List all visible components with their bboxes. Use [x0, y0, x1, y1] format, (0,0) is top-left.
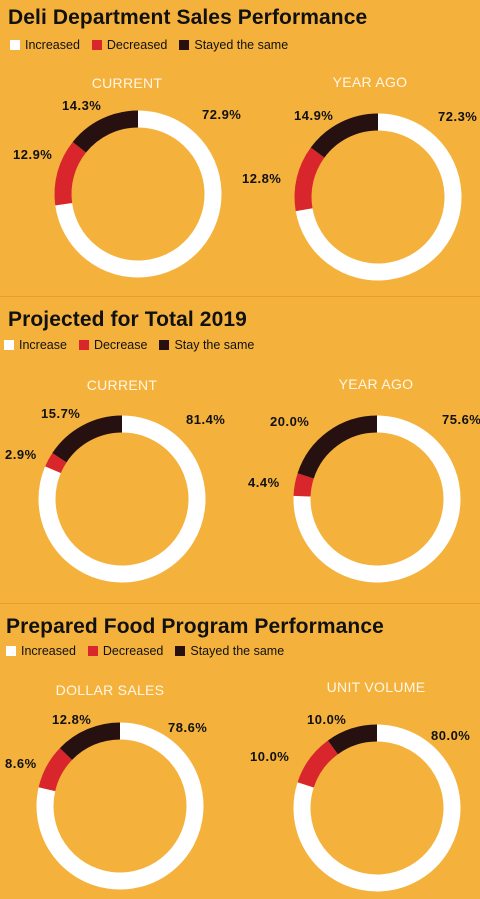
data-label-decreased: 2.9%	[5, 447, 37, 462]
donut-chart: DOLLAR SALES 78.6% 8.6% 12.8%	[5, 682, 207, 890]
data-label-decreased: 12.9%	[13, 147, 52, 162]
legend-label: Stay the same	[174, 338, 255, 352]
legend: Increase Decrease Stay the same	[4, 338, 254, 352]
section-title: Prepared Food Program Performance	[6, 615, 384, 638]
donut-segment-same	[59, 722, 121, 761]
legend-item-decreased: Decrease	[78, 338, 148, 352]
legend-swatch	[175, 646, 186, 656]
data-label-same: 14.3%	[62, 98, 101, 113]
legend-label: Increased	[21, 644, 76, 658]
section-projected-2019: Projected for Total 2019 Increase Decrea…	[0, 297, 480, 603]
legend-swatch	[10, 40, 20, 50]
donut-segment-decreased	[297, 740, 339, 788]
data-label-decreased: 12.8%	[242, 171, 281, 186]
donut-segment-increased	[55, 110, 222, 278]
legend-label: Increase	[19, 338, 67, 352]
donut-segment-decreased	[293, 473, 314, 497]
section-prepared-food: Prepared Food Program Performance Increa…	[0, 604, 480, 899]
data-label-increased: 72.3%	[438, 109, 477, 124]
donut-segment-decreased	[38, 748, 73, 792]
legend-item-same: Stay the same	[159, 338, 254, 352]
legend-swatch	[4, 340, 14, 350]
donut-segment-same	[310, 113, 379, 158]
section-title: Deli Department Sales Performance	[8, 6, 368, 29]
legend: Increased Decreased Stayed the same	[10, 38, 288, 52]
data-label-decreased: 4.4%	[248, 475, 280, 490]
donut-chart: CURRENT 81.4% 2.9% 15.7%	[5, 377, 225, 583]
legend-swatch	[91, 40, 102, 50]
donut-segment-increased	[38, 415, 206, 583]
donut-segment-increased	[295, 113, 462, 281]
data-label-decreased: 8.6%	[5, 756, 37, 771]
legend-item-increased: Increased	[6, 644, 76, 658]
chart-title: CURRENT	[87, 377, 158, 393]
section-deli-sales: Deli Department Sales Performance Increa…	[0, 0, 480, 296]
legend-label: Decrease	[93, 338, 148, 352]
data-label-increased: 72.9%	[202, 107, 241, 122]
donut-segment-same	[297, 415, 378, 479]
chart-title: UNIT VOLUME	[327, 679, 426, 695]
donut-segment-decreased	[45, 452, 67, 474]
donut-chart: CURRENT 72.9% 12.9% 14.3%	[13, 75, 241, 278]
data-label-increased: 75.6%	[442, 412, 480, 427]
donut-chart: YEAR AGO 72.3% 12.8% 14.9%	[242, 74, 477, 281]
donut-chart: YEAR AGO 75.6% 4.4% 20.0%	[248, 376, 480, 583]
data-label-decreased: 10.0%	[250, 749, 289, 764]
data-label-increased: 81.4%	[186, 412, 225, 427]
donut-segment-same	[327, 724, 378, 755]
legend-item-increased: Increased	[10, 38, 80, 52]
donut-segment-decreased	[54, 141, 87, 206]
data-label-same: 14.9%	[294, 108, 333, 123]
donut-chart: UNIT VOLUME 80.0% 10.0% 10.0%	[250, 679, 470, 892]
legend-label: Decreased	[106, 38, 168, 52]
donut-segment-same	[52, 415, 123, 463]
legend-label: Decreased	[102, 644, 164, 658]
donut-segment-decreased	[294, 147, 325, 212]
legend: Increased Decreased Stayed the same	[6, 644, 284, 658]
section-divider	[0, 603, 480, 604]
donut-segment-increased	[293, 415, 461, 583]
legend-swatch	[87, 646, 98, 656]
legend-swatch	[78, 340, 89, 350]
chart-title: DOLLAR SALES	[56, 682, 165, 698]
donut-segment-increased	[293, 724, 461, 892]
data-label-same: 15.7%	[41, 406, 80, 421]
chart-title: YEAR AGO	[333, 74, 408, 90]
chart-title: CURRENT	[92, 75, 163, 91]
legend-item-same: Stayed the same	[175, 644, 284, 658]
data-label-same: 10.0%	[307, 712, 346, 727]
legend-item-same: Stayed the same	[179, 38, 288, 52]
legend-item-decreased: Decreased	[87, 644, 164, 658]
section-divider	[0, 296, 480, 297]
data-label-same: 12.8%	[52, 712, 91, 727]
donut-segment-increased	[36, 722, 204, 890]
donut-segment-same	[72, 110, 139, 153]
legend-swatch	[179, 40, 190, 50]
legend-swatch	[159, 340, 170, 350]
section-title: Projected for Total 2019	[8, 308, 247, 331]
legend-label: Stayed the same	[190, 644, 285, 658]
legend-item-decreased: Decreased	[91, 38, 168, 52]
data-label-same: 20.0%	[270, 414, 309, 429]
legend-label: Stayed the same	[194, 38, 289, 52]
legend-item-increased: Increase	[4, 338, 67, 352]
legend-swatch	[6, 646, 16, 656]
data-label-increased: 80.0%	[431, 728, 470, 743]
chart-title: YEAR AGO	[339, 376, 414, 392]
legend-label: Increased	[25, 38, 80, 52]
data-label-increased: 78.6%	[168, 720, 207, 735]
